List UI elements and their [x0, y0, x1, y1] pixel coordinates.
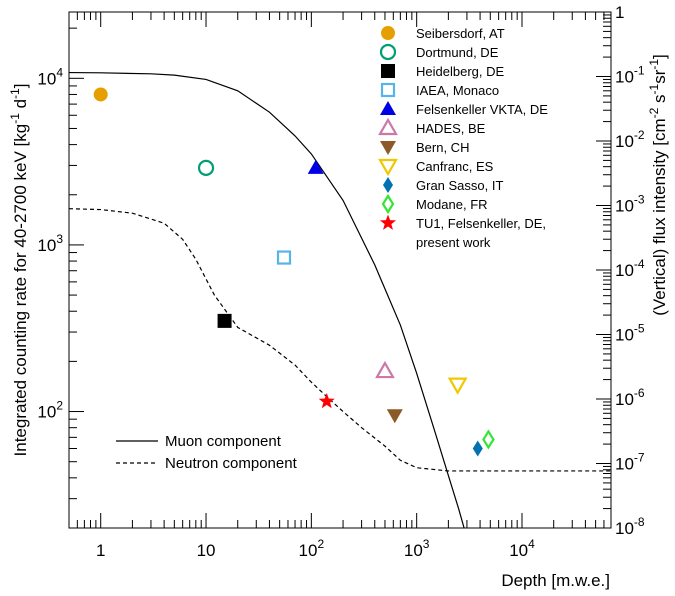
legend-marker [380, 101, 396, 115]
data-point [472, 440, 483, 457]
x-tick-label: 104 [509, 537, 535, 560]
legend-label: HADES, BE [416, 121, 486, 136]
legend-marker [383, 177, 393, 193]
y2-tick-label: 10-6 [615, 386, 645, 409]
muon-curve [69, 71, 465, 528]
legend-label: Gran Sasso, IT [416, 178, 503, 193]
y2-tick-label: 10-8 [615, 515, 645, 538]
x-tick-label: 10 [197, 541, 216, 560]
y2-tick-label: 10-7 [615, 451, 645, 474]
line-legend: Muon component Neutron component [116, 433, 298, 472]
legend-marker [380, 82, 396, 98]
curves [69, 71, 611, 528]
y2-tick-label: 10-4 [615, 257, 645, 280]
data-point [93, 87, 108, 102]
legend-marker [378, 158, 398, 177]
y2-tick-label: 10-5 [615, 322, 645, 345]
y-axis-title: Integrated counting rate for 40-2700 keV… [8, 84, 30, 457]
y-axis-ticks: 102 103 104 [37, 27, 84, 529]
data-point [375, 360, 395, 379]
legend-marker [379, 43, 397, 61]
line-legend-label: Muon component [165, 433, 282, 450]
legend-label: Felsenkeller VKTA, DE [416, 102, 548, 117]
legend-label: Heidelberg, DE [416, 64, 504, 79]
legend-label: present work [416, 235, 491, 250]
legend-marker [379, 214, 397, 230]
y2-tick-label: 1 [615, 3, 624, 22]
legend-label: Canfranc, ES [416, 159, 494, 174]
x-tick-label: 1 [96, 541, 105, 560]
x-tick-label: 103 [404, 537, 430, 560]
x-axis-ticks: 1 10 102 103 104 [68, 12, 612, 560]
data-point [217, 313, 232, 328]
legend-label: Seibersdorf, AT [416, 26, 505, 41]
y2-tick-label: 10-1 [615, 64, 645, 87]
data-point [318, 392, 335, 409]
x-axis-title: Depth [m.w.e.] [501, 571, 610, 590]
legend-label: TU1, Felsenkeller, DE, [416, 216, 546, 231]
plot-frame [68, 11, 612, 529]
legend-label: IAEA, Monaco [416, 83, 499, 98]
y-tick-label: 104 [37, 65, 63, 88]
data-point [197, 159, 215, 176]
legend-marker [380, 141, 396, 155]
legend-marker [378, 117, 398, 136]
data-point [386, 409, 403, 424]
legend-label: Bern, CH [416, 140, 469, 155]
line-legend-label: Neutron component [165, 455, 298, 472]
neutron-curve [69, 208, 611, 472]
legend-label: Dortmund, DE [416, 45, 499, 60]
legend-marker [381, 64, 395, 78]
data-point [307, 159, 324, 174]
legend: Seibersdorf, AT Dortmund, DE Heidelberg, D… [378, 26, 548, 250]
x-tick-label: 102 [299, 537, 325, 560]
y2-axis-title: (Vertical) flux intensity [cm-2 s-1sr-1] [647, 54, 669, 316]
data-point [447, 377, 468, 395]
y-tick-label: 103 [37, 232, 63, 255]
y2-tick-label: 10-3 [615, 193, 645, 216]
y2-axis-ticks: 1 10-1 10-2 10-3 10-4 10-5 10-6 10-7 10-8 [596, 3, 645, 538]
data-points [93, 87, 495, 457]
legend-marker [381, 193, 395, 215]
data-point [482, 429, 495, 450]
legend-label: Modane, FR [416, 197, 488, 212]
legend-marker [381, 26, 395, 40]
data-point [276, 250, 292, 265]
y-tick-label: 102 [37, 399, 63, 422]
y2-tick-label: 10-2 [615, 128, 645, 151]
